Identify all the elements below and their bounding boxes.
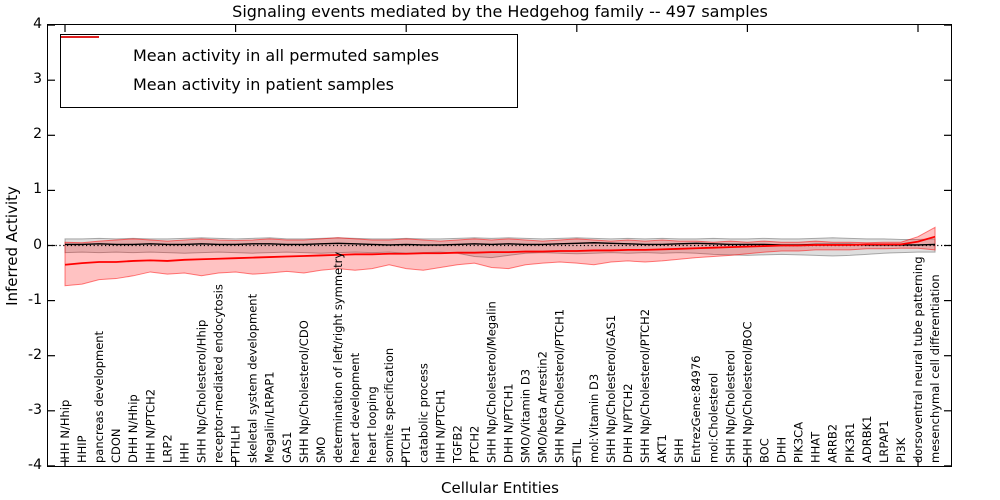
x-category-label: IHH	[177, 442, 191, 463]
y-tick-label: -3	[28, 401, 42, 418]
x-category-label: DHH	[775, 437, 789, 463]
x-category-label: SHH Np/Cholesterol/GAS1	[604, 315, 618, 463]
x-category-label: PTCH2	[467, 426, 481, 463]
x-category-label: AKT1	[655, 434, 669, 463]
x-category-label: HHIP	[75, 435, 89, 463]
legend-label-patient: Mean activity in patient samples	[133, 75, 394, 94]
x-category-label: LRP2	[160, 434, 174, 463]
x-category-label: PTCH1	[399, 426, 413, 463]
x-category-label: somite specification	[382, 348, 396, 463]
x-category-label: SMO/beta Arrestin2	[536, 351, 550, 463]
x-category-label: BOC	[757, 438, 771, 463]
x-category-label: SMO	[314, 437, 328, 463]
y-tick-label: -4	[28, 456, 42, 473]
legend: Mean activity in all permuted samples Me…	[60, 34, 518, 108]
patient-mean-line	[64, 235, 936, 266]
x-category-label: CDON	[109, 428, 123, 463]
x-category-label: IHH N/Hhip	[58, 400, 72, 463]
plot-area: IHH N/Hhip HHIP pancreas development CDON DH…	[47, 24, 952, 467]
x-category-label: STIL	[570, 438, 584, 463]
x-category-label: SHH Np/Cholesterol/Megalin	[485, 301, 499, 463]
legend-item-patient: Mean activity in patient samples	[61, 36, 517, 99]
permuted-std-band	[64, 237, 936, 259]
x-category-label: ADRBK1	[860, 416, 874, 463]
x-category-label: IHH N/PTCH2	[143, 389, 157, 463]
x-category-label: TGFB2	[450, 425, 464, 464]
x-category-label: dorsoventral neural tube patterning	[911, 256, 925, 463]
chart-title: Signaling events mediated by the Hedgeho…	[232, 2, 768, 21]
patient-std-band	[64, 226, 936, 287]
x-axis-label: Cellular Entities	[441, 479, 559, 497]
x-category-label: EntrezGene:84976	[689, 356, 703, 463]
y-tick-label: 2	[33, 126, 42, 143]
x-category-label: mesenchymal cell differentiation	[928, 274, 942, 463]
x-category-label: DHH N/PTCH2	[621, 383, 635, 463]
legend-label-permuted: Mean activity in all permuted samples	[133, 46, 440, 65]
x-category-label: DHH N/PTCH1	[502, 383, 516, 463]
x-category-label: determination of left/right symmetry	[331, 252, 345, 463]
y-tick-label: 0	[33, 236, 42, 253]
x-category-label: Megalin/LRPAP1	[263, 371, 277, 463]
y-tick-label: 4	[33, 16, 42, 33]
x-category-label: PTHLH	[229, 425, 243, 463]
x-category-label: mol:Vitamin D3	[587, 374, 601, 463]
y-tick-label: -2	[28, 346, 42, 363]
chart-canvas: IHH N/Hhip HHIP pancreas development CDON DH…	[48, 25, 951, 466]
x-category-label: mol:Cholesterol	[706, 373, 720, 463]
x-category-label: PI3K	[894, 437, 908, 463]
x-category-label: receptor-mediated endocytosis	[212, 284, 226, 463]
x-category-label: pancreas development	[92, 330, 106, 463]
x-category-label: HHAT	[809, 431, 823, 463]
x-category-label: skeletal system development	[246, 293, 260, 463]
x-category-label: PIK3R1	[843, 423, 857, 464]
y-tick-label: 1	[33, 181, 42, 198]
x-category-label: heart development	[348, 352, 362, 463]
x-category-label: IHH N/PTCH1	[433, 389, 447, 463]
x-category-label: SMO/Vitamin D3	[519, 369, 533, 463]
x-category-label: DHH N/Hhip	[126, 394, 140, 463]
x-category-label: SHH Np/Cholesterol	[723, 350, 737, 463]
y-tick-label: 3	[33, 71, 42, 88]
x-category-label: SHH	[672, 438, 686, 463]
x-category-label: SHH Np/Cholesterol/PTCH2	[638, 309, 652, 463]
x-category-label: SHH Np/Cholesterol/PTCH1	[553, 309, 567, 463]
x-category-label: LRPAP1	[877, 420, 891, 463]
x-category-label: heart looping	[365, 386, 379, 463]
x-category-label: SHH Np/Cholesterol/BOC	[740, 321, 754, 463]
x-category-label: catabolic process	[416, 363, 430, 463]
x-category-label: SHH Np/Cholesterol/CDO	[297, 320, 311, 463]
x-category-label: SHH Np/Cholesterol/Hhip	[194, 320, 208, 463]
legend-item-permuted: Mean activity in all permuted samples	[61, 36, 517, 70]
x-category-label: ARRB2	[826, 424, 840, 463]
x-category-label: GAS1	[280, 432, 294, 463]
x-category-label: PIK3CA	[792, 422, 806, 463]
y-tick-label: -1	[28, 291, 42, 308]
